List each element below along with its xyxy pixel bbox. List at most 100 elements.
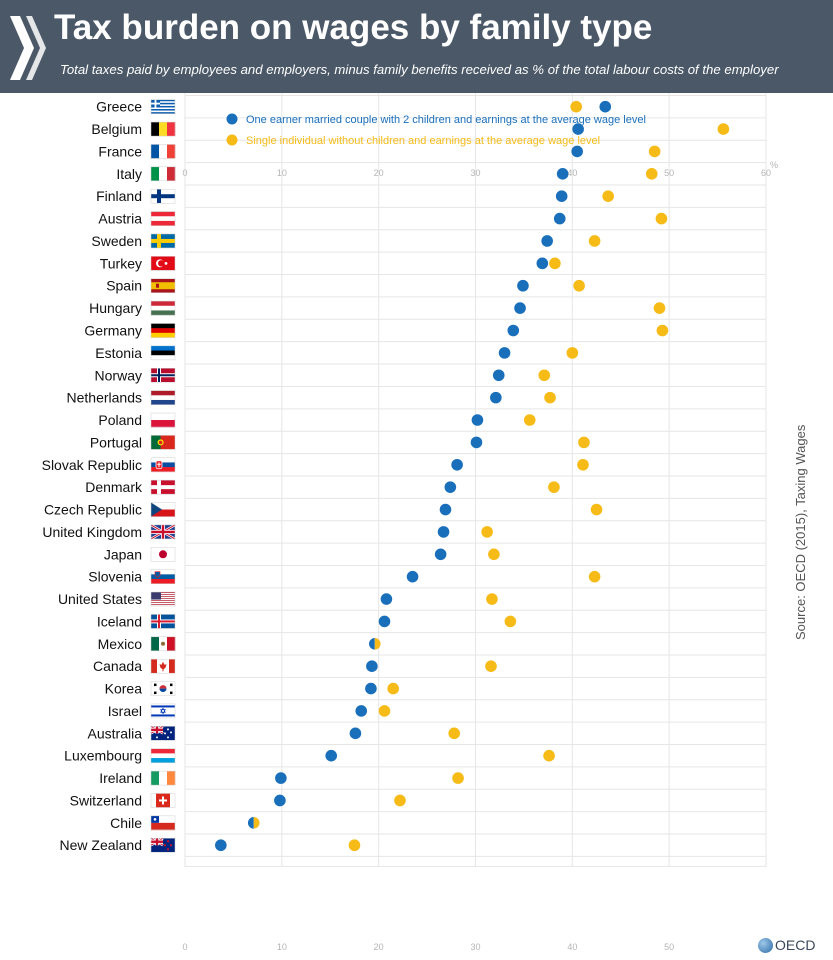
flag-part xyxy=(151,216,175,222)
single-individual-dot xyxy=(378,705,391,717)
flag-part xyxy=(159,144,168,159)
country-label: United States xyxy=(58,591,142,607)
single-individual-dot xyxy=(566,347,579,359)
source-container: Source: OECD (2015), Taxing Wages xyxy=(793,425,813,880)
single-individual-dot xyxy=(578,436,590,449)
single-individual-dot xyxy=(588,235,601,247)
flag-part xyxy=(151,601,175,603)
married-couple-dot xyxy=(572,123,584,135)
flag-border xyxy=(150,726,176,741)
luxembourg-flag-icon xyxy=(150,748,176,764)
flag-part xyxy=(151,102,160,105)
married-couple-dot xyxy=(349,727,362,740)
flag-part xyxy=(154,683,157,687)
flag-part xyxy=(167,728,169,731)
flag-part xyxy=(167,771,176,786)
flag-part xyxy=(151,105,175,108)
flag-border xyxy=(150,703,176,719)
married-couple-dot xyxy=(366,660,378,672)
country-label: Austria xyxy=(98,211,142,227)
married-couple-dot xyxy=(536,257,549,270)
flag-part xyxy=(151,596,175,598)
greece-flag-icon xyxy=(150,99,176,114)
legend-marker xyxy=(226,113,238,125)
married-couple-dot xyxy=(355,705,368,717)
oecd-brand-text: OECD xyxy=(775,937,816,953)
flag-border xyxy=(150,681,176,696)
single-individual-dot xyxy=(504,615,517,628)
country-label: Slovenia xyxy=(88,569,142,585)
flag-border xyxy=(150,368,176,383)
oecd-logo: OECD xyxy=(758,937,815,953)
single-individual-dot xyxy=(485,660,497,672)
single-individual-dot xyxy=(374,638,381,650)
country-label: Denmark xyxy=(85,479,143,495)
country-label: Spain xyxy=(106,278,142,294)
belgium-flag-icon xyxy=(150,121,176,137)
flag-border xyxy=(150,390,176,405)
flag-part xyxy=(151,194,175,199)
flag-part xyxy=(151,211,175,217)
norway-flag-icon xyxy=(150,368,176,383)
flag-border xyxy=(150,591,176,607)
married-couple-dot xyxy=(507,324,520,337)
country-label: Greece xyxy=(96,99,142,115)
flag-part xyxy=(156,283,159,288)
country-label: Norway xyxy=(95,367,142,383)
flag-part xyxy=(151,390,175,396)
single-individual-dot xyxy=(486,593,498,605)
country-label: Korea xyxy=(105,681,143,697)
country-label: United Kingdom xyxy=(42,524,142,540)
country-label: Iceland xyxy=(97,613,142,629)
oecd-chevrons-icon xyxy=(10,16,46,80)
austria-flag-icon xyxy=(150,211,176,226)
poland-flag-icon xyxy=(150,412,176,428)
flag-part xyxy=(151,355,175,361)
married-couple-dot xyxy=(555,190,568,203)
x-tick-label-bottom: 40 xyxy=(567,942,577,952)
new-zealand-flag-icon xyxy=(150,837,176,853)
flag-part xyxy=(151,636,160,651)
header-banner: Tax burden on wages by family type Total… xyxy=(0,0,833,93)
sweden-flag-icon xyxy=(150,233,176,249)
flag-part xyxy=(166,848,170,851)
married-couple-dot xyxy=(451,458,463,471)
flag-part xyxy=(151,345,175,351)
flag-part xyxy=(151,374,175,377)
legend-label: One earner married couple with 2 childre… xyxy=(246,114,646,126)
x-tick-label-bottom: 10 xyxy=(277,942,287,952)
country-label: Portugal xyxy=(90,434,142,450)
flag-part xyxy=(151,771,160,786)
single-individual-dot xyxy=(348,839,361,852)
country-label: Chile xyxy=(110,815,142,831)
x-tick-label-top: 50 xyxy=(664,168,674,178)
flag-part xyxy=(151,112,175,114)
japan-flag-icon xyxy=(150,547,176,562)
country-label: Slovak Republic xyxy=(42,457,142,473)
flag-part xyxy=(151,323,175,329)
single-individual-dot xyxy=(656,324,669,337)
flag-part xyxy=(167,166,176,181)
x-tick-label-top: 30 xyxy=(470,168,480,178)
married-couple-dot xyxy=(325,749,338,762)
flag-part xyxy=(158,260,165,267)
married-couple-dot xyxy=(553,212,566,225)
country-label: Italy xyxy=(116,166,142,182)
estonia-flag-icon xyxy=(150,345,176,361)
chart-subtitle: Total taxes paid by employees and employ… xyxy=(60,62,779,77)
country-label: Finland xyxy=(96,188,142,204)
flag-border xyxy=(150,256,176,271)
married-couple-dot xyxy=(274,794,286,807)
flag-border xyxy=(150,569,176,584)
single-individual-dot xyxy=(570,100,583,113)
flag-part xyxy=(151,220,175,226)
flag-part xyxy=(164,732,166,735)
slovenia-flag-icon xyxy=(150,569,176,584)
flag-part xyxy=(151,592,175,594)
flag-part xyxy=(151,420,175,428)
flag-border xyxy=(150,278,176,293)
united-states-flag-icon xyxy=(150,591,176,607)
hungary-flag-icon xyxy=(150,300,176,316)
single-individual-dot xyxy=(481,526,493,538)
x-tick-label-top: 20 xyxy=(374,168,384,178)
